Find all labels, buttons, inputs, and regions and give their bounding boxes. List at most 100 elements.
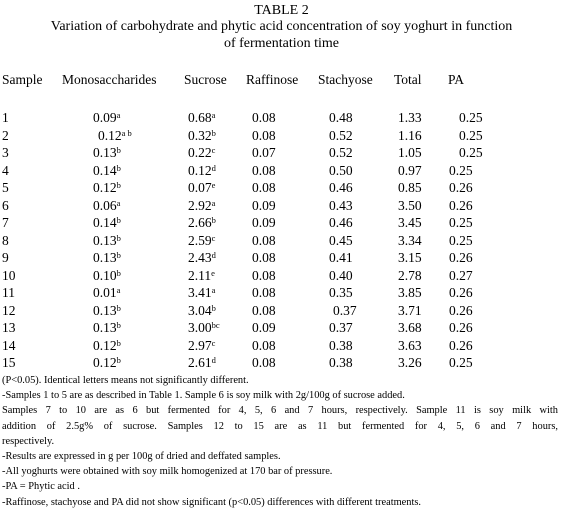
cell-total: 3.71 — [398, 303, 422, 319]
cell-total-value: 1.16 — [398, 127, 422, 143]
header-pa: PA — [448, 72, 465, 87]
table-number: TABLE 2 — [254, 3, 309, 18]
footnote-significance: (P<0.05). Identical letters means not si… — [2, 375, 249, 386]
cell-monosaccharides: 0.14b — [93, 215, 121, 231]
cell-stachyose-value: 0.43 — [329, 197, 353, 213]
cell-sucrose-significance-letter: a — [211, 110, 216, 120]
cell-raffinose-value: 0.08 — [252, 232, 276, 248]
cell-monosaccharides-significance-letter: a b — [121, 127, 132, 138]
cell-stachyose-value: 0.38 — [329, 337, 353, 353]
cell-total: 1.05 — [398, 145, 422, 161]
cell-sample: 6 — [2, 198, 9, 214]
cell-total-value: 3.45 — [398, 215, 422, 230]
cell-raffinose-value: 0.08 — [252, 250, 276, 265]
cell-monosaccharides-significance-letter: b — [116, 162, 121, 173]
cell-sample: 8 — [2, 233, 9, 249]
cell-raffinose-value: 0.08 — [252, 285, 276, 300]
cell-sucrose: 3.04b — [188, 303, 216, 319]
cell-monosaccharides: 0.12b — [93, 180, 121, 196]
cell-raffinose-value: 0.08 — [252, 267, 276, 283]
cell-raffinose: 0.08 — [252, 233, 276, 249]
cell-raffinose: 0.08 — [252, 180, 276, 196]
cell-sucrose: 2.66b — [188, 215, 216, 231]
cell-raffinose-value: 0.08 — [252, 355, 276, 370]
cell-total: 3.85 — [398, 285, 422, 301]
cell-sample: 1 — [2, 110, 9, 126]
cell-pa-value: 0.25 — [449, 355, 473, 370]
cell-raffinose: 0.09 — [252, 215, 276, 231]
cell-monosaccharides-value: 0.01 — [93, 285, 117, 300]
cell-monosaccharides: 0.12b — [93, 355, 121, 371]
cell-monosaccharides-value: 0.13 — [93, 302, 117, 318]
cell-sucrose-value: 2.43 — [188, 250, 212, 265]
cell-pa: 0.26 — [449, 320, 473, 336]
cell-sample-value: 13 — [2, 320, 16, 335]
cell-total-value: 3.34 — [398, 232, 422, 248]
footnote-no-difference: -Raffinose, stachyose and PA did not sho… — [2, 496, 421, 508]
cell-sucrose: 2.11e — [188, 268, 215, 284]
cell-sample: 11 — [2, 285, 15, 301]
cell-sample-value: 6 — [2, 197, 9, 213]
cell-pa-value: 0.27 — [449, 267, 473, 283]
cell-stachyose-value: 0.37 — [333, 302, 357, 318]
cell-raffinose-value: 0.07 — [252, 145, 276, 160]
cell-monosaccharides: 0.13b — [93, 233, 121, 249]
cell-sucrose: 3.00bc — [188, 320, 220, 336]
cell-total: 2.78 — [398, 268, 422, 284]
cell-sucrose: 0.22c — [188, 145, 215, 161]
cell-pa-value: 0.26 — [449, 337, 473, 353]
cell-monosaccharides-significance-letter: b — [116, 232, 121, 243]
cell-sample-value: 9 — [2, 250, 9, 265]
cell-sucrose-significance-letter: a — [211, 197, 216, 208]
header-total: Total — [394, 72, 422, 87]
cell-sucrose-value: 3.41 — [188, 285, 212, 300]
header-sucrose: Sucrose — [184, 72, 227, 87]
cell-sample: 4 — [2, 163, 9, 179]
cell-total: 1.33 — [398, 110, 422, 126]
cell-stachyose-value: 0.52 — [329, 145, 353, 160]
cell-monosaccharides-significance-letter: b — [116, 267, 121, 278]
cell-pa: 0.25 — [449, 355, 473, 371]
cell-monosaccharides-significance-letter: b — [116, 337, 121, 348]
cell-raffinose: 0.08 — [252, 128, 276, 144]
cell-total: 3.45 — [398, 215, 422, 231]
cell-pa-value: 0.26 — [449, 180, 473, 195]
cell-total: 3.50 — [398, 198, 422, 214]
cell-sucrose-value: 3.04 — [188, 302, 212, 318]
cell-pa-value: 0.26 — [449, 302, 473, 318]
cell-total: 3.26 — [398, 355, 422, 371]
cell-stachyose-value: 0.50 — [329, 162, 353, 178]
cell-pa: 0.27 — [449, 268, 473, 284]
cell-sucrose-value: 0.32 — [188, 127, 212, 143]
footnote-samples-cont: Samples 7 to 10 are as 6 but fermented f… — [2, 405, 558, 417]
cell-sucrose-significance-letter: e — [211, 267, 215, 278]
cell-pa: 0.26 — [449, 338, 473, 354]
cell-stachyose: 0.40 — [329, 268, 353, 284]
cell-monosaccharides-significance-letter: a — [116, 110, 121, 120]
cell-monosaccharides: 0.13b — [93, 145, 121, 161]
cell-monosaccharides-significance-letter: a — [116, 285, 121, 295]
cell-raffinose: 0.07 — [252, 145, 276, 161]
cell-monosaccharides-significance-letter: b — [116, 215, 121, 225]
cell-sucrose-significance-letter: c — [211, 145, 216, 155]
cell-stachyose-value: 0.52 — [329, 127, 353, 143]
footnote-samples: -Samples 1 to 5 are as described in Tabl… — [2, 390, 405, 402]
cell-sucrose-value: 2.11 — [188, 267, 212, 283]
header-sample: Sample — [2, 72, 43, 87]
cell-monosaccharides-significance-letter: b — [116, 180, 121, 190]
cell-sucrose-value: 0.68 — [188, 110, 212, 125]
cell-stachyose-value: 0.45 — [329, 232, 353, 248]
cell-sucrose-significance-letter: b — [211, 127, 216, 138]
cell-monosaccharides: 0.13b — [93, 303, 121, 319]
cell-pa-value: 0.25 — [459, 127, 483, 143]
cell-sucrose-significance-letter: bc — [211, 320, 220, 330]
cell-sample: 3 — [2, 145, 9, 161]
cell-total: 3.63 — [398, 338, 422, 354]
cell-sucrose-value: 3.00 — [188, 320, 212, 335]
cell-monosaccharides: 0.13b — [93, 250, 121, 266]
cell-pa: 0.26 — [449, 250, 473, 266]
cell-monosaccharides-value: 0.13 — [93, 250, 117, 265]
table-footnotes: (P<0.05). Identical letters means not si… — [2, 373, 558, 510]
cell-raffinose: 0.09 — [252, 198, 276, 214]
cell-monosaccharides: 0.09a — [93, 110, 120, 126]
